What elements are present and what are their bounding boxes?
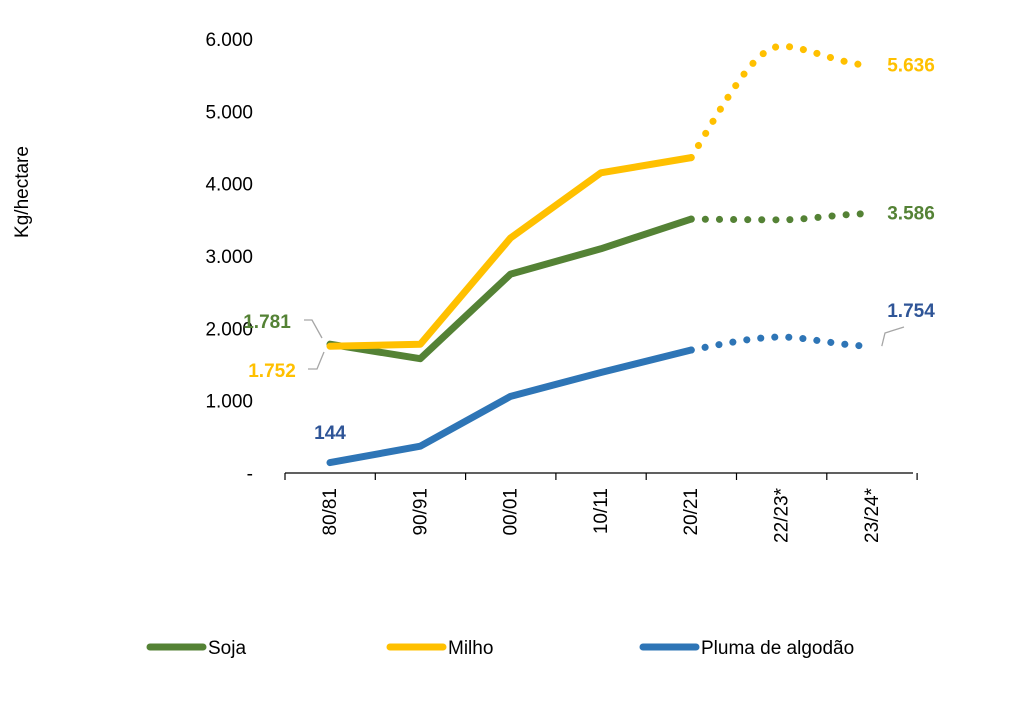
series-layer [326, 42, 876, 467]
data-label-leader [304, 319, 323, 339]
data-label-layer: 1.781 3.586 1.752 5.636 144 1.754 [243, 55, 935, 444]
series-line-algodao [326, 346, 695, 467]
y-axis-title: Kg/hectare [12, 146, 33, 238]
data-label-soja: 3.586 [887, 204, 935, 225]
y-tick-label: 5.000 [205, 102, 253, 123]
data-label-milho: 5.636 [887, 55, 935, 76]
data-label-leader [308, 351, 325, 370]
data-label-algodao: 144 [314, 423, 346, 444]
data-label-algodao: 1.754 [887, 301, 935, 322]
data-label-soja: 1.781 [243, 312, 291, 333]
y-tick-label: 6.000 [205, 30, 253, 51]
series-line-milho [326, 154, 695, 350]
x-tick-label: 10/11 [591, 488, 612, 534]
legend-label-milho: Milho [448, 638, 493, 659]
legend-label-soja: Soja [208, 638, 246, 659]
x-tick-label: 20/21 [681, 488, 702, 536]
y-tick-label: 2.000 [205, 319, 253, 340]
x-tick-label: 23/24* [862, 487, 883, 543]
legend: Soja Milho Pluma de algodão [146, 638, 854, 659]
x-tick-label: 90/91 [410, 488, 431, 536]
series-line-soja [326, 215, 695, 363]
series-projection-algodao [687, 333, 876, 354]
x-tick-label: 00/01 [501, 488, 522, 536]
series-projection-milho [687, 42, 876, 162]
x-axis-ticks: 80/81 90/91 00/01 10/11 20/21 22/23* 23/24* [284, 473, 918, 543]
legend-label-algodao: Pluma de algodão [701, 638, 854, 659]
y-tick-label: 3.000 [205, 247, 253, 268]
y-axis-ticks: - 1.000 2.000 3.000 4.000 5.000 6.000 [205, 30, 253, 485]
data-label-leader [881, 326, 905, 347]
y-tick-label: 1.000 [205, 392, 253, 413]
y-tick-label: - [247, 464, 253, 485]
x-tick-label: 22/23* [772, 487, 793, 543]
y-tick-label: 4.000 [205, 175, 253, 196]
series-projection-soja [687, 210, 876, 224]
x-tick-label: 80/81 [320, 488, 341, 536]
data-label-milho: 1.752 [248, 361, 296, 382]
